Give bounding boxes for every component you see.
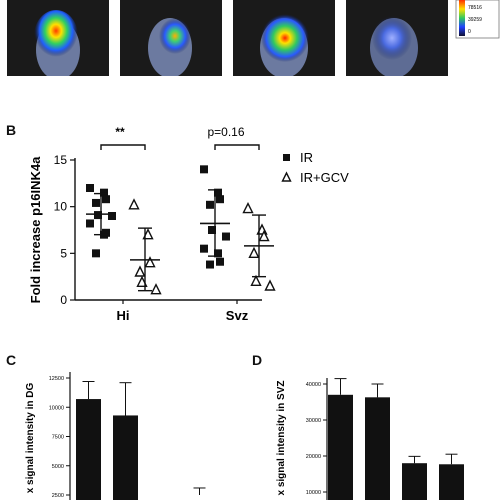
data-point-square: [102, 195, 110, 204]
y-tick-label: 40000: [306, 382, 321, 388]
panel-d-y-axis-label: x signal intensity in SVZ: [276, 380, 287, 495]
x-tick-label: Svz: [226, 308, 249, 323]
bar: [113, 415, 138, 500]
y-tick-label: 2500: [52, 493, 64, 499]
panel-b-y-axis-label: Fold increase p16INK4a: [28, 156, 43, 303]
data-point-triangle: [258, 229, 270, 242]
colorbar-label-max: 78516: [468, 5, 482, 11]
panel-c-letter: C: [6, 352, 17, 368]
data-point-square: [214, 249, 222, 258]
data-point-square: [92, 249, 100, 258]
data-point-square: [200, 165, 208, 174]
panel-b-letter: B: [6, 122, 17, 138]
x-tick-label: Hi: [117, 308, 130, 323]
data-point-square: [200, 244, 208, 253]
y-tick-label: 30000: [306, 418, 321, 424]
mouse-image-1: [7, 0, 109, 76]
y-tick-label: 10000: [306, 490, 321, 496]
y-tick-label: 10000: [49, 405, 64, 411]
bar: [365, 397, 390, 500]
data-point-triangle: [264, 279, 276, 291]
bar: [439, 464, 464, 500]
y-tick-label: 12500: [49, 376, 64, 382]
legend-marker-triangle: [281, 171, 292, 182]
mouse-image-4: [346, 0, 448, 76]
intensity-colorbar: 78516 39259 0: [455, 0, 500, 39]
data-point-square: [214, 188, 222, 197]
panel-c-y-axis-label: x signal intensity in DG: [25, 382, 36, 493]
y-tick-label: 5000: [52, 464, 64, 470]
data-point-triangle: [150, 283, 162, 295]
data-point-square: [206, 200, 214, 209]
data-point-square: [86, 219, 94, 228]
y-tick-label: 20000: [306, 454, 321, 460]
legend-label-ir: IR: [300, 150, 313, 165]
panel-b-legend: IR IR+GCV: [281, 150, 349, 185]
bar: [328, 394, 353, 500]
data-point-triangle: [134, 265, 146, 277]
data-point-square: [86, 184, 94, 192]
colorbar-label-min: 0: [468, 29, 471, 35]
data-point-triangle: [142, 228, 154, 240]
data-point-square: [92, 198, 100, 207]
y-tick-label: 10: [54, 200, 68, 214]
data-point-triangle: [248, 246, 260, 259]
legend-marker-square: [283, 154, 290, 161]
mouse-image-3: [233, 0, 335, 76]
y-tick-label: 5: [60, 246, 67, 260]
data-point-square: [222, 232, 230, 241]
data-point-square: [100, 188, 108, 197]
bar: [402, 463, 427, 500]
significance-bracket: [100, 144, 146, 150]
data-point-square: [208, 226, 216, 234]
mouse-image-2: [120, 0, 222, 76]
y-tick-label: 15: [54, 153, 68, 167]
significance-svz: p=0.16: [207, 125, 244, 139]
data-point-square: [108, 212, 116, 220]
bar: [76, 399, 101, 500]
significance-bracket: [214, 144, 260, 150]
data-point-square: [206, 260, 214, 269]
data-point-triangle: [242, 201, 254, 214]
data-point-triangle: [136, 275, 148, 287]
significance-hi: **: [115, 125, 125, 139]
data-point-triangle: [250, 274, 262, 287]
data-point-square: [102, 228, 110, 237]
data-point-square: [216, 195, 224, 204]
data-point-square: [216, 257, 224, 266]
colorbar-label-mid: 39259: [468, 17, 482, 23]
legend-label-ir-gcv: IR+GCV: [300, 170, 349, 185]
data-point-square: [94, 211, 102, 220]
panel-d-letter: D: [252, 352, 263, 368]
data-point-triangle: [144, 256, 156, 268]
panel-a-image-strip: 78516 39259 0: [0, 0, 500, 78]
y-tick-label: 0: [60, 293, 67, 307]
y-tick-label: 7500: [52, 435, 64, 441]
data-point-triangle: [128, 198, 140, 210]
